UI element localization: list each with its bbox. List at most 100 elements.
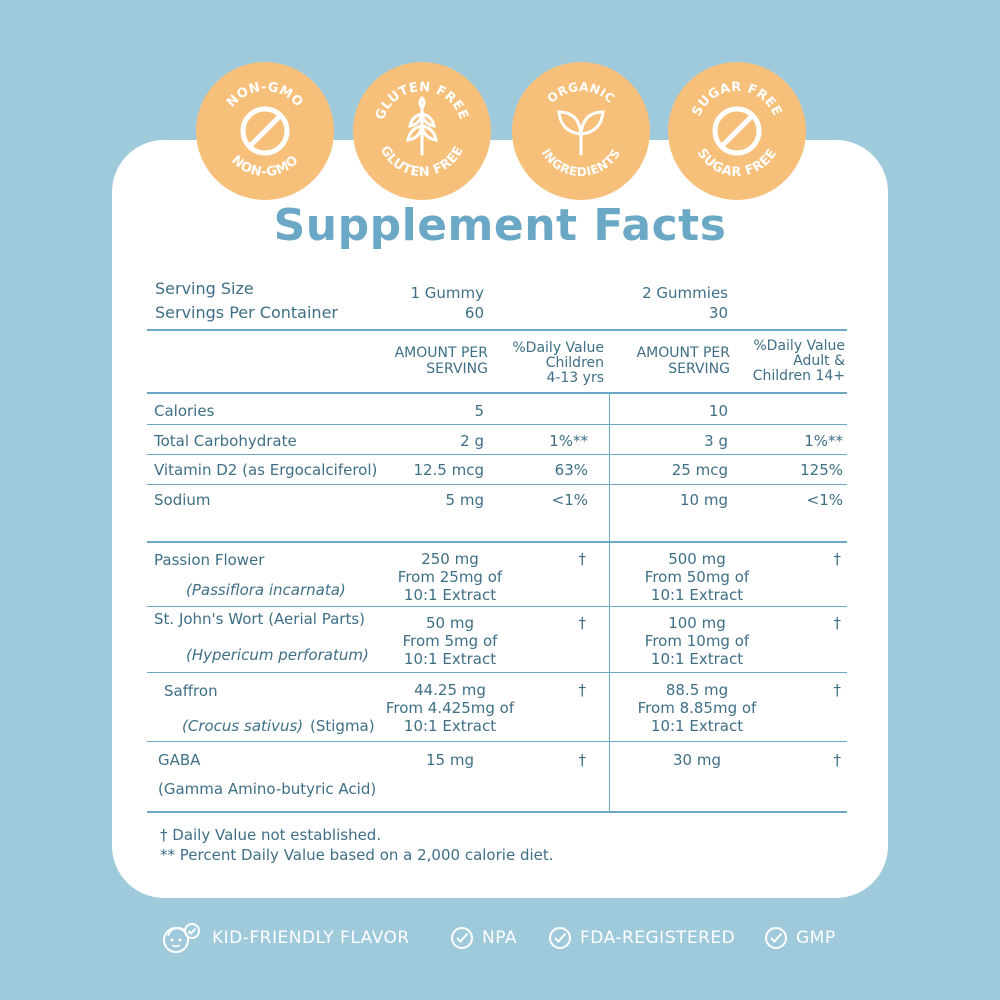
herb-amount-adult-extract: 10:1 Extract	[650, 650, 744, 668]
header-amount-adult-2: SERVING	[668, 361, 730, 377]
nutrient-name: Sodium	[154, 491, 211, 509]
nutrient-amount-child: 5 mg	[445, 491, 484, 509]
servings-per-container-label: Servings Per Container	[155, 303, 338, 322]
footnote-percent-basis: ** Percent Daily Value based on a 2,000 …	[160, 846, 554, 864]
child-servings-count: 60	[464, 304, 484, 322]
herb-amount-child: 250 mg	[421, 550, 479, 568]
nutrient-amount-child: 2 g	[460, 432, 484, 450]
nutrient-amount-adult: 25 mcg	[671, 461, 728, 479]
nutrient-amount-adult: 10	[708, 402, 728, 420]
organic-ingredients-badge: ORGANIC INGREDIENTS	[512, 62, 650, 200]
herb-dv-child: †	[578, 550, 587, 568]
herb-dv-child: †	[578, 681, 587, 699]
nutrient-name: Vitamin D2 (as Ergocalciferol)	[154, 461, 378, 479]
nutrient-dv-adult: 1%**	[804, 432, 843, 450]
divider	[147, 541, 847, 543]
feature-label: NPA	[482, 928, 518, 948]
feature-npa: NPA	[450, 918, 517, 958]
herb-latin-extra: (Stigma)	[310, 717, 375, 735]
adult-servings-count: 30	[708, 304, 728, 322]
no-sign-icon	[712, 106, 762, 156]
divider	[147, 672, 847, 673]
herb-amount-adult: 30 mg	[673, 751, 721, 769]
herb-amount-adult: 100 mg	[668, 614, 726, 632]
herb-dv-adult: †	[833, 681, 842, 699]
divider	[147, 811, 847, 813]
herb-amount-adult-extract: 10:1 Extract	[650, 717, 744, 735]
herb-dv-adult: †	[833, 751, 842, 769]
herb-amount-adult-source: From 10mg of	[644, 632, 750, 650]
check-circle-icon	[765, 927, 787, 949]
header-amount-child-2: SERVING	[426, 361, 488, 377]
divider	[147, 606, 847, 607]
feature-gmp: GMP	[764, 918, 836, 958]
herb-amount-adult-extract: 10:1 Extract	[650, 586, 744, 604]
feature-fda-registered: FDA-REGISTERED	[548, 918, 735, 958]
footnote-daily-value: † Daily Value not established.	[160, 826, 382, 844]
certification-badges: NON-GMO NON-GMO GLUTEN FREE GLUTEN FREE	[0, 62, 1000, 202]
check-circle-icon	[549, 927, 571, 949]
herb-amount-child: 15 mg	[426, 751, 474, 769]
header-amount-adult-1: AMOUNT PER	[636, 345, 730, 361]
header-dv-adult-3: Children 14+	[752, 368, 845, 384]
header-amount-child-1: AMOUNT PER	[394, 345, 488, 361]
herb-amount-child-extract: 10:1 Extract	[403, 650, 497, 668]
header-dv-child-2: Children	[545, 355, 604, 371]
herb-amount-child-extract: 10:1 Extract	[403, 586, 497, 604]
herb-latin-name: (Crocus sativus)	[182, 717, 304, 735]
divider	[147, 329, 847, 331]
non-gmo-badge: NON-GMO NON-GMO	[196, 62, 334, 200]
wheat-icon	[406, 95, 438, 156]
nutrient-dv-child: <1%	[551, 491, 588, 509]
adult-serving-size: 2 Gummies	[642, 284, 728, 302]
facts-card	[112, 140, 888, 898]
herb-amount-adult: 500 mg	[668, 550, 726, 568]
divider	[147, 741, 847, 742]
page-title: Supplement Facts	[273, 200, 727, 251]
herb-amount-child: 50 mg	[426, 614, 474, 632]
divider	[147, 484, 847, 485]
nutrient-name: Calories	[154, 402, 215, 420]
herb-latin-name: (Hypericum perforatum)	[186, 646, 369, 664]
nutrient-amount-child: 12.5 mcg	[413, 461, 484, 479]
herb-name: Saffron	[164, 682, 218, 700]
feature-label: FDA-REGISTERED	[580, 928, 736, 948]
divider	[147, 424, 847, 425]
header-dv-adult-2: Adult &	[793, 353, 845, 369]
no-sign-icon	[240, 106, 290, 156]
herb-amount-child-source: From 5mg of	[402, 632, 498, 650]
nutrient-dv-child: 1%**	[549, 432, 588, 450]
gluten-free-badge: GLUTEN FREE GLUTEN FREE	[353, 62, 491, 200]
header-dv-child-3: 4-13 yrs	[546, 370, 604, 386]
nutrient-amount-child: 5	[474, 402, 484, 420]
nutrient-amount-adult: 3 g	[704, 432, 728, 450]
divider	[147, 392, 847, 394]
herb-amount-adult-source: From 50mg of	[644, 568, 750, 586]
herb-amount-child: 44.25 mg	[414, 681, 486, 699]
header-dv-adult-1: %Daily Value	[753, 338, 845, 354]
column-divider	[609, 393, 610, 812]
nutrient-dv-child: 63%	[554, 461, 588, 479]
herb-amount-adult-source: From 8.85mg of	[637, 699, 757, 717]
herb-dv-adult: †	[833, 614, 842, 632]
herb-amount-adult: 88.5 mg	[665, 681, 729, 699]
divider	[147, 454, 847, 455]
herb-name: Passion Flower	[154, 551, 265, 569]
herb-dv-child: †	[578, 614, 587, 632]
feature-label: GMP	[796, 928, 836, 948]
serving-size-label: Serving Size	[155, 279, 254, 298]
herb-dv-child: †	[578, 751, 587, 769]
herb-amount-child-source: From 25mg of	[397, 568, 503, 586]
nutrient-dv-adult: <1%	[806, 491, 843, 509]
footnotes: † Daily Value not established. ** Percen…	[160, 825, 554, 865]
feature-label: KID-FRIENDLY FLAVOR	[212, 928, 410, 948]
nutrient-dv-adult: 125%	[800, 461, 843, 479]
herb-name: GABA	[158, 751, 201, 769]
kid-face-check-icon	[163, 923, 200, 953]
check-circle-icon	[451, 927, 473, 949]
herb-latin-name: (Passiflora incarnata)	[186, 581, 346, 599]
nutrient-name: Total Carbohydrate	[154, 432, 297, 450]
herb-amount-child-extract: 10:1 Extract	[403, 717, 497, 735]
nutrient-amount-adult: 10 mg	[680, 491, 728, 509]
